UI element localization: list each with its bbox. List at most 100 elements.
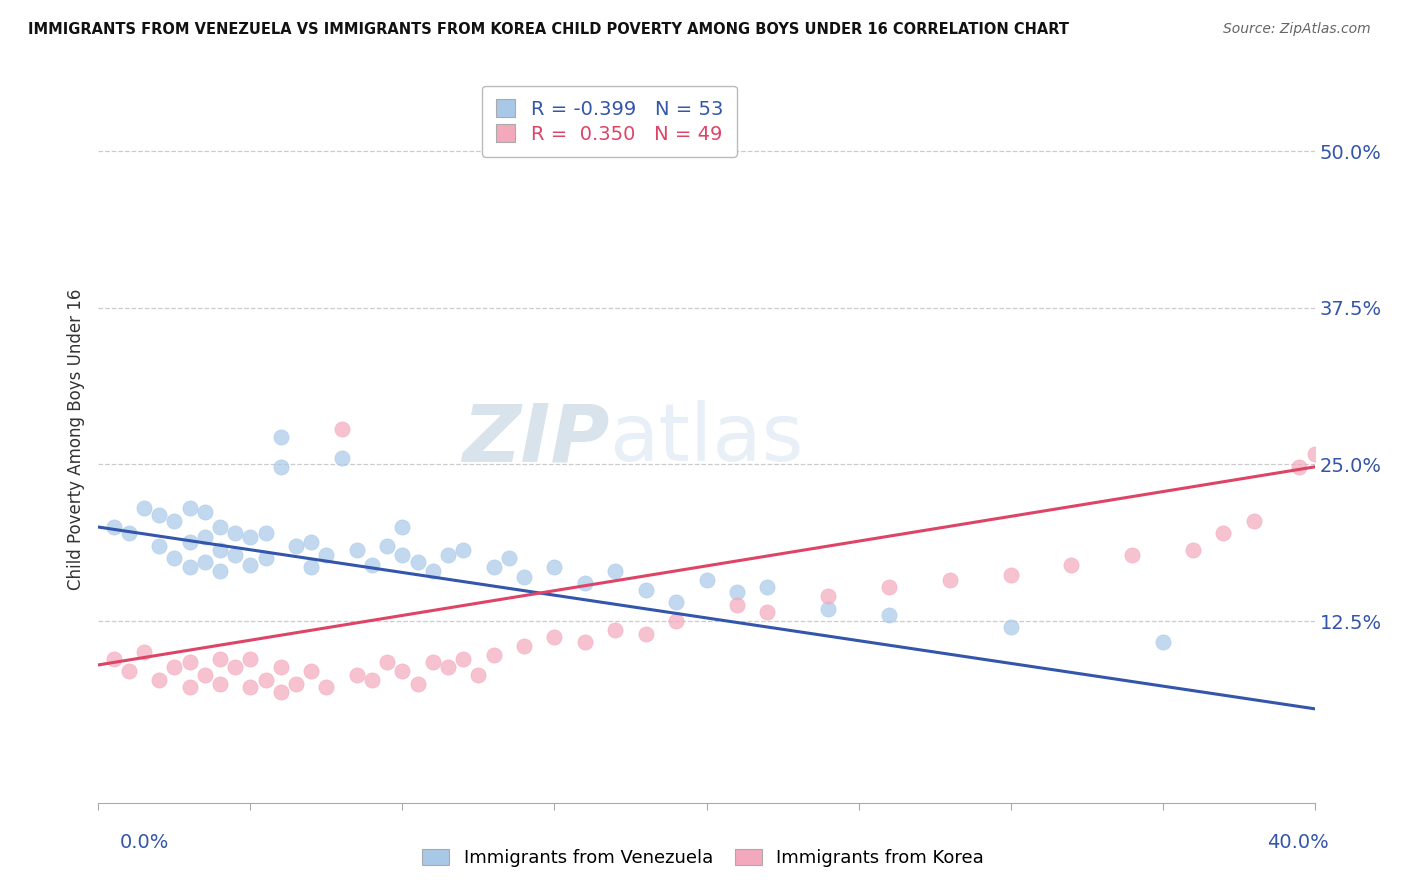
- Point: [330, 422, 353, 436]
- Point: [132, 501, 155, 516]
- Text: atlas: atlas: [609, 401, 804, 478]
- Text: 0.0%: 0.0%: [120, 833, 169, 853]
- Point: [574, 635, 596, 649]
- Point: [634, 582, 657, 597]
- Point: [513, 639, 536, 653]
- Point: [665, 595, 688, 609]
- Point: [315, 548, 337, 562]
- Point: [299, 560, 322, 574]
- Point: [375, 539, 398, 553]
- Point: [634, 626, 657, 640]
- Point: [391, 548, 413, 562]
- Point: [270, 430, 292, 444]
- Point: [224, 548, 246, 562]
- Point: [209, 520, 232, 534]
- Point: [148, 508, 170, 522]
- Point: [299, 535, 322, 549]
- Point: [1182, 542, 1205, 557]
- Point: [179, 656, 201, 670]
- Point: [725, 585, 748, 599]
- Point: [696, 573, 718, 587]
- Point: [209, 542, 232, 557]
- Point: [148, 673, 170, 687]
- Point: [103, 520, 125, 534]
- Point: [103, 651, 125, 665]
- Point: [224, 526, 246, 541]
- Point: [939, 573, 962, 587]
- Point: [179, 681, 201, 695]
- Point: [315, 681, 337, 695]
- Point: [285, 677, 308, 691]
- Point: [453, 542, 475, 557]
- Point: [756, 580, 779, 594]
- Point: [239, 530, 262, 544]
- Point: [209, 677, 232, 691]
- Point: [194, 555, 217, 569]
- Point: [391, 664, 413, 678]
- Point: [1212, 526, 1234, 541]
- Text: Source: ZipAtlas.com: Source: ZipAtlas.com: [1223, 22, 1371, 37]
- Point: [163, 514, 186, 528]
- Point: [163, 660, 186, 674]
- Point: [482, 648, 505, 662]
- Point: [756, 605, 779, 619]
- Text: IMMIGRANTS FROM VENEZUELA VS IMMIGRANTS FROM KOREA CHILD POVERTY AMONG BOYS UNDE: IMMIGRANTS FROM VENEZUELA VS IMMIGRANTS …: [28, 22, 1069, 37]
- Legend: Immigrants from Venezuela, Immigrants from Korea: Immigrants from Venezuela, Immigrants fr…: [415, 841, 991, 874]
- Point: [299, 664, 322, 678]
- Point: [817, 601, 839, 615]
- Point: [179, 535, 201, 549]
- Point: [239, 681, 262, 695]
- Point: [148, 539, 170, 553]
- Point: [224, 660, 246, 674]
- Point: [239, 558, 262, 572]
- Point: [361, 673, 384, 687]
- Point: [270, 459, 292, 474]
- Point: [725, 598, 748, 612]
- Y-axis label: Child Poverty Among Boys Under 16: Child Poverty Among Boys Under 16: [66, 289, 84, 590]
- Point: [1152, 635, 1174, 649]
- Point: [179, 560, 201, 574]
- Legend: R = -0.399   N = 53, R =  0.350   N = 49: R = -0.399 N = 53, R = 0.350 N = 49: [482, 86, 737, 157]
- Point: [574, 576, 596, 591]
- Point: [163, 551, 186, 566]
- Point: [239, 651, 262, 665]
- Point: [209, 651, 232, 665]
- Point: [422, 656, 444, 670]
- Point: [422, 564, 444, 578]
- Point: [498, 551, 520, 566]
- Point: [467, 668, 489, 682]
- Point: [179, 501, 201, 516]
- Point: [361, 558, 384, 572]
- Point: [254, 551, 277, 566]
- Point: [437, 548, 460, 562]
- Point: [817, 589, 839, 603]
- Point: [406, 555, 429, 569]
- Point: [1243, 514, 1265, 528]
- Point: [1121, 548, 1143, 562]
- Point: [543, 560, 565, 574]
- Point: [1000, 620, 1022, 634]
- Point: [118, 526, 141, 541]
- Point: [1288, 459, 1310, 474]
- Point: [194, 505, 217, 519]
- Point: [194, 530, 217, 544]
- Point: [513, 570, 536, 584]
- Point: [254, 526, 277, 541]
- Point: [482, 560, 505, 574]
- Point: [543, 631, 565, 645]
- Point: [605, 623, 627, 637]
- Point: [391, 520, 413, 534]
- Text: ZIP: ZIP: [461, 401, 609, 478]
- Point: [877, 580, 900, 594]
- Point: [346, 668, 368, 682]
- Point: [285, 539, 308, 553]
- Text: 40.0%: 40.0%: [1267, 833, 1329, 853]
- Point: [877, 607, 900, 622]
- Point: [665, 614, 688, 628]
- Point: [270, 685, 292, 699]
- Point: [453, 651, 475, 665]
- Point: [194, 668, 217, 682]
- Point: [270, 660, 292, 674]
- Point: [132, 645, 155, 659]
- Point: [1000, 567, 1022, 582]
